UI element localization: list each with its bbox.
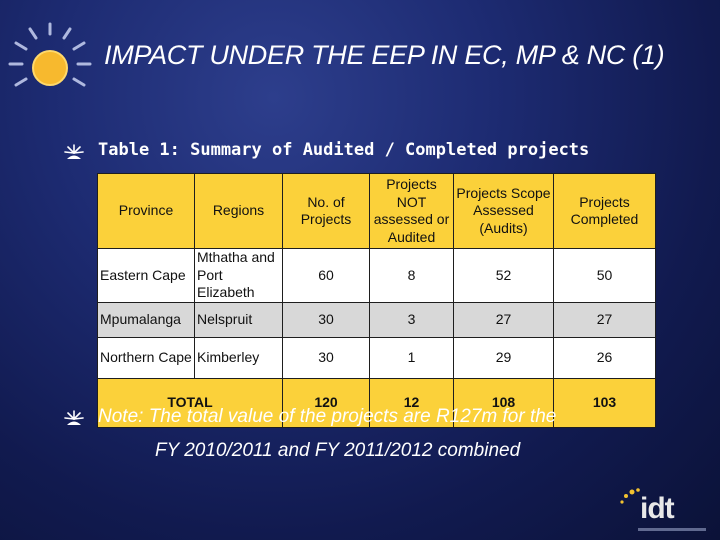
- sun-icon: [8, 22, 92, 87]
- table-row: Eastern Cape Mthatha and Port Elizabeth …: [97, 248, 656, 303]
- cell-completed: 26: [553, 336, 656, 379]
- cell-no-of-projects: 30: [282, 301, 370, 338]
- header-regions: Regions: [194, 173, 283, 249]
- cell-region: Nelspruit: [194, 301, 283, 338]
- cell-not-assessed: 3: [369, 301, 454, 338]
- cell-scope-assessed: 29: [453, 336, 554, 379]
- cell-province: Eastern Cape: [97, 248, 195, 303]
- header-completed: Projects Completed: [553, 173, 656, 249]
- note-line-2: FY 2010/2011 and FY 2011/2012 combined: [155, 440, 521, 461]
- table-caption: Table 1: Summary of Audited / Completed …: [98, 140, 590, 160]
- table-row: Mpumalanga Nelspruit 30 3 27 27: [97, 301, 656, 338]
- header-not-assessed: Projects NOT assessed or Audited: [369, 173, 454, 249]
- table-total-row: TOTAL 120 12 108 103: [97, 377, 656, 428]
- cell-completed: 27: [553, 301, 656, 338]
- cell-no-of-projects: 30: [282, 336, 370, 379]
- cell-no-of-projects: 60: [282, 248, 370, 303]
- cell-scope-assessed: 27: [453, 301, 554, 338]
- table-row: Northern Cape Kimberley 30 1 29 26: [97, 336, 656, 379]
- header-no-of-projects: No. of Projects: [282, 173, 370, 249]
- header-province: Province: [97, 173, 195, 249]
- cell-not-assessed: 1: [369, 336, 454, 379]
- cell-province: Northern Cape: [97, 336, 195, 379]
- cell-region: Kimberley: [194, 336, 283, 379]
- header-scope-assessed: Projects Scope Assessed (Audits): [453, 173, 554, 249]
- cell-region: Mthatha and Port Elizabeth: [194, 248, 283, 303]
- cell-scope-assessed: 52: [453, 248, 554, 303]
- cell-province: Mpumalanga: [97, 301, 195, 338]
- summary-table: Province Regions No. of Projects Project…: [97, 173, 656, 428]
- logo-text: idt: [640, 492, 675, 525]
- total-scope-assessed: 108: [453, 377, 554, 428]
- cell-completed: 50: [553, 248, 656, 303]
- table-header-row: Province Regions No. of Projects Project…: [97, 173, 656, 249]
- bullet-icon: [64, 144, 84, 159]
- bullet-icon: [64, 410, 84, 425]
- total-completed: 103: [553, 377, 656, 428]
- note-line-1: Note: The total value of the projects ar…: [98, 406, 557, 427]
- slide-title: IMPACT UNDER THE EEP IN EC, MP & NC (1): [104, 40, 665, 70]
- total-no-of-projects: 120: [282, 377, 370, 428]
- idt-logo-icon: [620, 488, 706, 531]
- cell-not-assessed: 8: [369, 248, 454, 303]
